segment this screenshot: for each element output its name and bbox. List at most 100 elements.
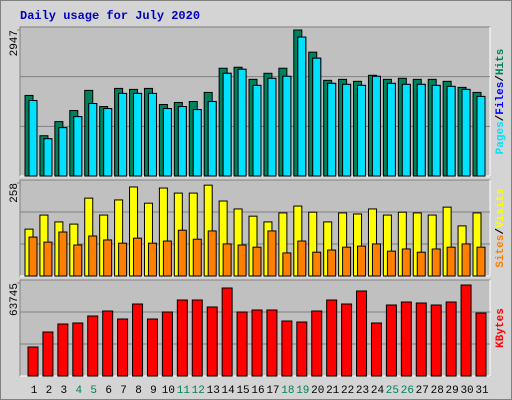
bar	[431, 248, 441, 277]
bar	[416, 83, 426, 177]
legend-separator: /	[495, 75, 507, 82]
x-tick-label: 5	[90, 385, 97, 397]
bar	[341, 303, 353, 377]
bar	[73, 244, 83, 277]
bar	[460, 284, 472, 377]
x-tick-label: 21	[326, 385, 340, 397]
bar	[146, 318, 158, 377]
bar	[103, 239, 113, 277]
x-tick-label: 3	[61, 385, 68, 397]
bar	[267, 77, 277, 177]
x-tick-label: 18	[281, 385, 294, 397]
bar	[297, 36, 307, 177]
bar	[342, 83, 352, 177]
bar	[147, 92, 157, 177]
bar	[162, 240, 172, 277]
bar	[237, 244, 247, 277]
bar	[57, 323, 69, 377]
bar	[371, 75, 381, 177]
x-tick-label: 11	[177, 385, 191, 397]
bar	[371, 243, 381, 277]
bar	[385, 304, 397, 377]
bar	[103, 108, 113, 177]
bar	[296, 321, 308, 377]
x-tick-label: 23	[356, 385, 369, 397]
legend-entry: Files	[495, 82, 507, 115]
bar	[326, 299, 338, 377]
bar	[207, 100, 217, 177]
bar	[207, 230, 217, 277]
bar	[430, 304, 442, 377]
bar	[28, 236, 38, 277]
x-tick-label: 27	[416, 385, 429, 397]
x-tick-label: 19	[296, 385, 309, 397]
bar	[356, 290, 368, 377]
x-tick-label: 4	[75, 385, 82, 397]
bar	[311, 310, 323, 377]
bar	[401, 83, 411, 177]
bar	[73, 116, 83, 177]
bar	[133, 92, 143, 177]
bar	[222, 243, 232, 277]
bar	[132, 303, 144, 377]
bar	[312, 251, 322, 277]
x-tick-label: 8	[135, 385, 142, 397]
legend-entry: Hits	[495, 49, 507, 75]
legend-separator: /	[495, 114, 507, 121]
bar	[118, 92, 128, 177]
bar	[162, 108, 172, 177]
bar	[42, 331, 54, 377]
x-tick-label: 7	[120, 385, 127, 397]
bar	[446, 246, 456, 277]
bar	[58, 231, 68, 277]
x-tick-label: 15	[236, 385, 249, 397]
legend: Sites/Visits	[495, 188, 507, 267]
x-tick-label: 12	[192, 385, 205, 397]
bar	[476, 246, 486, 277]
bar	[281, 320, 293, 377]
bar	[461, 88, 471, 177]
bar	[236, 311, 248, 377]
bar	[431, 84, 441, 177]
bar	[386, 82, 396, 177]
x-tick-label: 26	[401, 385, 414, 397]
bar	[327, 82, 337, 177]
x-tick-label: 30	[460, 385, 473, 397]
legend-separator: /	[495, 228, 507, 235]
bar	[237, 68, 247, 177]
bar	[267, 230, 277, 277]
bar	[401, 248, 411, 277]
chart-title: Daily usage for July 2020	[20, 9, 200, 23]
bar	[102, 310, 114, 377]
bar	[297, 240, 307, 277]
bar	[161, 311, 173, 377]
x-tick-label: 29	[446, 385, 459, 397]
legend-entry: Visits	[495, 188, 507, 228]
bar	[28, 99, 38, 177]
bar	[118, 242, 128, 277]
bar	[222, 72, 232, 177]
bar	[72, 322, 84, 377]
x-tick-label: 14	[222, 385, 236, 397]
legend-entry: Pages	[495, 121, 507, 154]
legend: Pages/Files/Hits	[495, 49, 507, 155]
bar	[282, 75, 292, 177]
x-tick-label: 20	[311, 385, 324, 397]
bar	[400, 301, 412, 377]
bar	[191, 299, 203, 377]
x-tick-label: 17	[266, 385, 279, 397]
bar	[282, 252, 292, 277]
bar	[147, 242, 157, 277]
bar	[192, 238, 202, 277]
bar	[357, 84, 367, 177]
bar	[27, 346, 39, 377]
x-tick-label: 24	[371, 385, 385, 397]
x-tick-label: 16	[251, 385, 264, 397]
bar	[206, 306, 218, 377]
bar	[312, 57, 322, 177]
x-tick-label: 31	[475, 385, 489, 397]
x-tick-label: 6	[105, 385, 112, 397]
bar	[176, 299, 188, 377]
bar	[446, 85, 456, 177]
